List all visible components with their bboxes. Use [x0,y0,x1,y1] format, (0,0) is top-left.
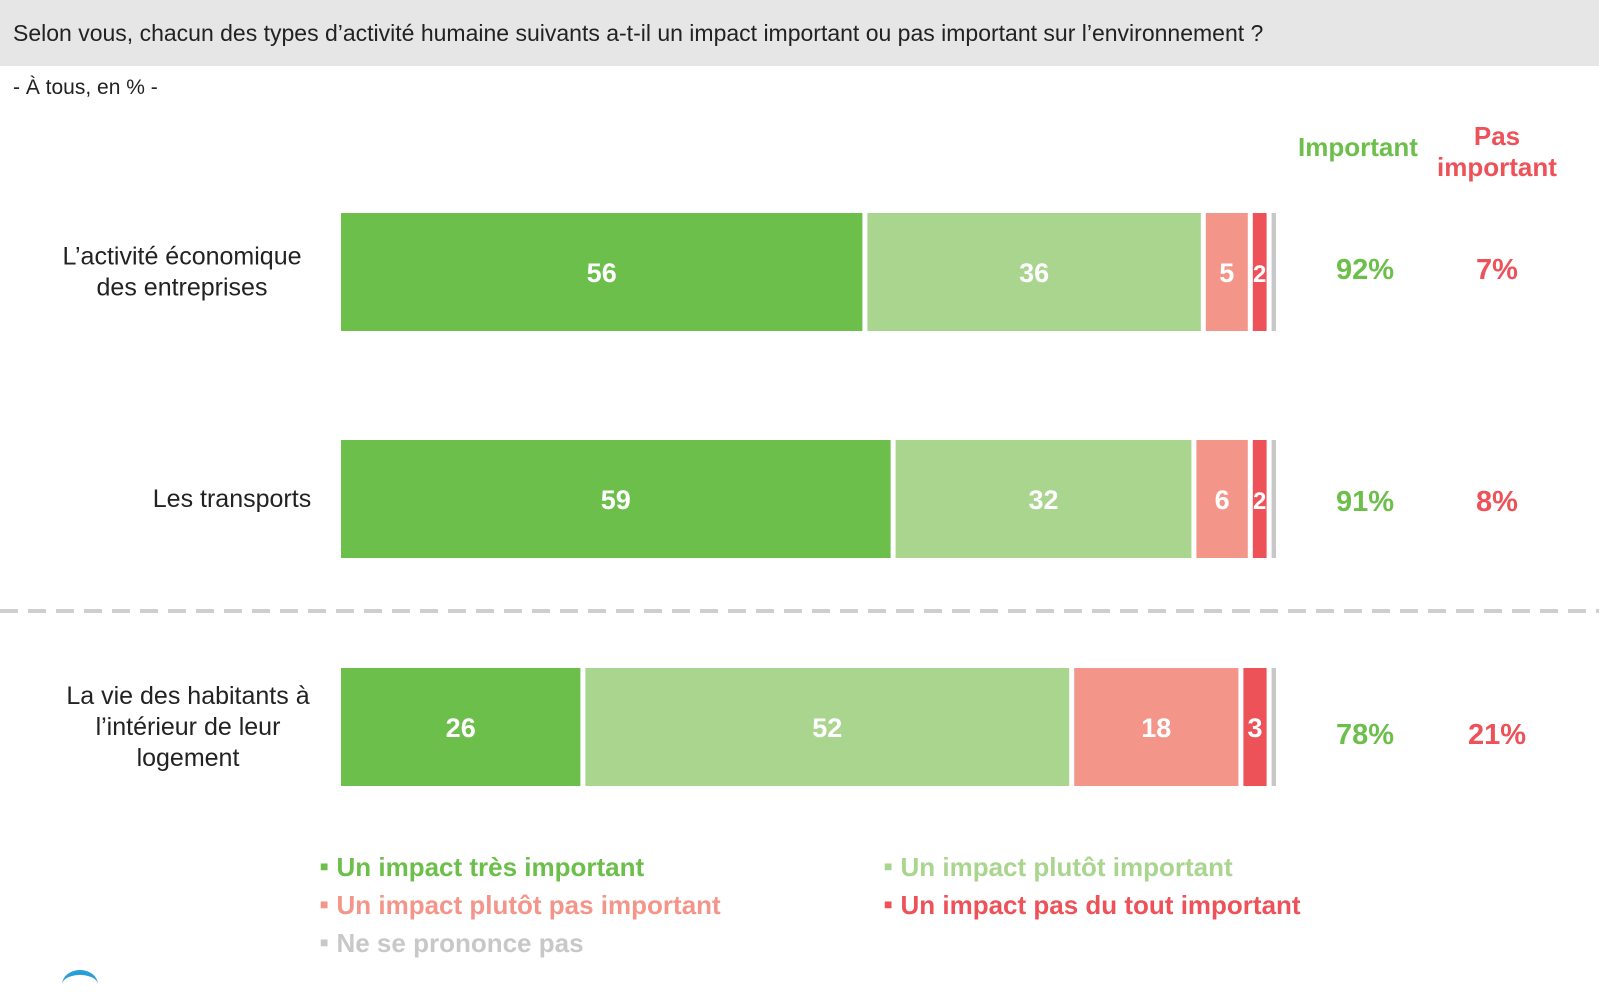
legend-bullet-icon: ■ [320,858,329,874]
bar-segment [1074,668,1239,786]
question-banner [0,0,1599,66]
bar-data-label: 59 [601,485,631,515]
bar-data-label: 32 [1028,485,1058,515]
category-label: logement [137,744,240,772]
summary-column-header: important [1437,152,1557,182]
legend-item: ■ Ne se prononce pas [320,928,584,959]
summary-value: 7% [1476,254,1518,286]
bar-data-label: 2 [1253,261,1266,288]
bar-data-label: 56 [587,258,617,288]
summary-column-header: Important [1298,132,1418,162]
bar-segment [1271,668,1276,786]
legend-item: ■ Un impact plutôt important [884,852,1233,883]
bar-segment [867,213,1201,331]
legend-label: Un impact plutôt important [900,852,1233,882]
bar-segment [1205,213,1248,331]
bar-segment [341,668,581,786]
bar-data-label: 2 [1253,488,1266,515]
legend-label: Un impact pas du tout important [900,890,1301,920]
category-label: La vie des habitants à [66,682,309,710]
bar-data-label: 18 [1141,713,1171,743]
bar-data-label: 26 [446,713,476,743]
legend-label: Un impact plutôt pas important [336,890,721,920]
base-note: - À tous, en % - [13,76,158,99]
bar-segment [585,668,1070,786]
category-label: des entreprises [97,274,268,302]
summary-value: 8% [1476,486,1518,518]
bar-data-label: 6 [1215,485,1230,515]
bar-data-label: 36 [1019,258,1049,288]
legend-bullet-icon: ■ [320,896,329,912]
category-label: L’activité économique [62,243,301,271]
summary-value: 21% [1468,719,1526,751]
summary-value: 78% [1336,719,1394,751]
legend-bullet-icon: ■ [320,934,329,950]
category-label: l’intérieur de leur [96,713,281,741]
legend-item: ■ Un impact pas du tout important [884,890,1301,921]
legend-item: ■ Un impact plutôt pas important [320,890,721,921]
bar-segment [341,440,891,558]
bar-segment [1252,440,1267,558]
bar-segment [1252,213,1267,331]
bar-segment [1271,213,1276,331]
legend-item: ■ Un impact très important [320,852,644,883]
bar-segment [895,440,1192,558]
legend-bullet-icon: ■ [884,896,893,912]
bar-data-label: 52 [812,713,842,743]
question-title: Selon vous, chacun des types d’activité … [13,20,1264,46]
summary-value: 91% [1336,486,1394,518]
bar-data-label: 3 [1247,713,1262,743]
logo-fragment [62,970,98,999]
legend-bullet-icon: ■ [884,858,893,874]
bar-segment [341,213,863,331]
summary-column-header: Pas [1474,121,1520,151]
summary-value: 92% [1336,254,1394,286]
legend-label: Un impact très important [336,852,645,882]
legend-label: Ne se prononce pas [336,928,584,958]
bar-segment [1243,668,1267,786]
bar-segment [1271,440,1276,558]
bar-data-label: 5 [1219,258,1234,288]
bar-segment [1196,440,1248,558]
category-label: Les transports [153,485,311,513]
